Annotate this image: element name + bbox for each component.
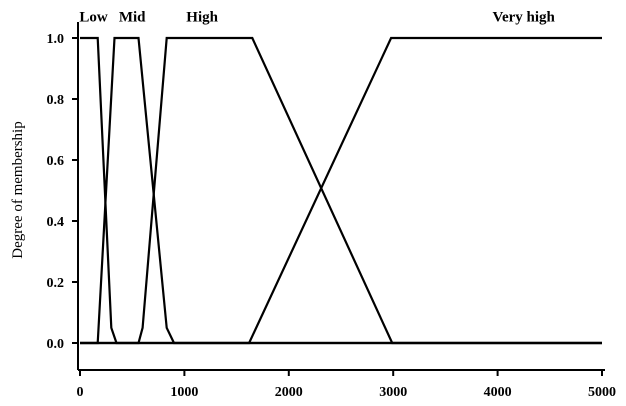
series-label-mid: Mid [119, 10, 146, 26]
x-tick-label: 0 [77, 385, 84, 400]
x-tick-label: 3000 [379, 385, 407, 400]
series-label-high: High [186, 10, 218, 26]
series-label-very-high: Very high [493, 10, 556, 26]
x-tick-label: 4000 [484, 385, 512, 400]
series-line-low [80, 36, 602, 345]
series-line-very-high [80, 36, 602, 345]
series-line-high [80, 36, 602, 345]
series-line-mid [80, 36, 602, 345]
ticks-layer: 0 1000 2000 3000 4000 5000 0.0 0.2 0.4 0.6 0.8 1.0 [47, 32, 617, 400]
x-tick-label: 2000 [275, 385, 303, 400]
series-layer [80, 36, 602, 345]
y-axis-title: Degree of membership [10, 121, 26, 258]
labels-layer: Low Mid High Very high [79, 10, 555, 26]
y-tick-label: 0.2 [47, 276, 65, 291]
y-tick-label: 0.0 [47, 337, 65, 352]
axes-layer [77, 22, 605, 371]
y-tick-label: 0.8 [47, 93, 65, 108]
y-tick-label: 0.6 [47, 154, 65, 169]
y-tick-label: 0.4 [47, 215, 65, 230]
y-tick-label: 1.0 [47, 32, 65, 47]
series-label-low: Low [79, 10, 108, 26]
x-tick-label: 1000 [170, 385, 198, 400]
x-tick-label: 5000 [588, 385, 616, 400]
